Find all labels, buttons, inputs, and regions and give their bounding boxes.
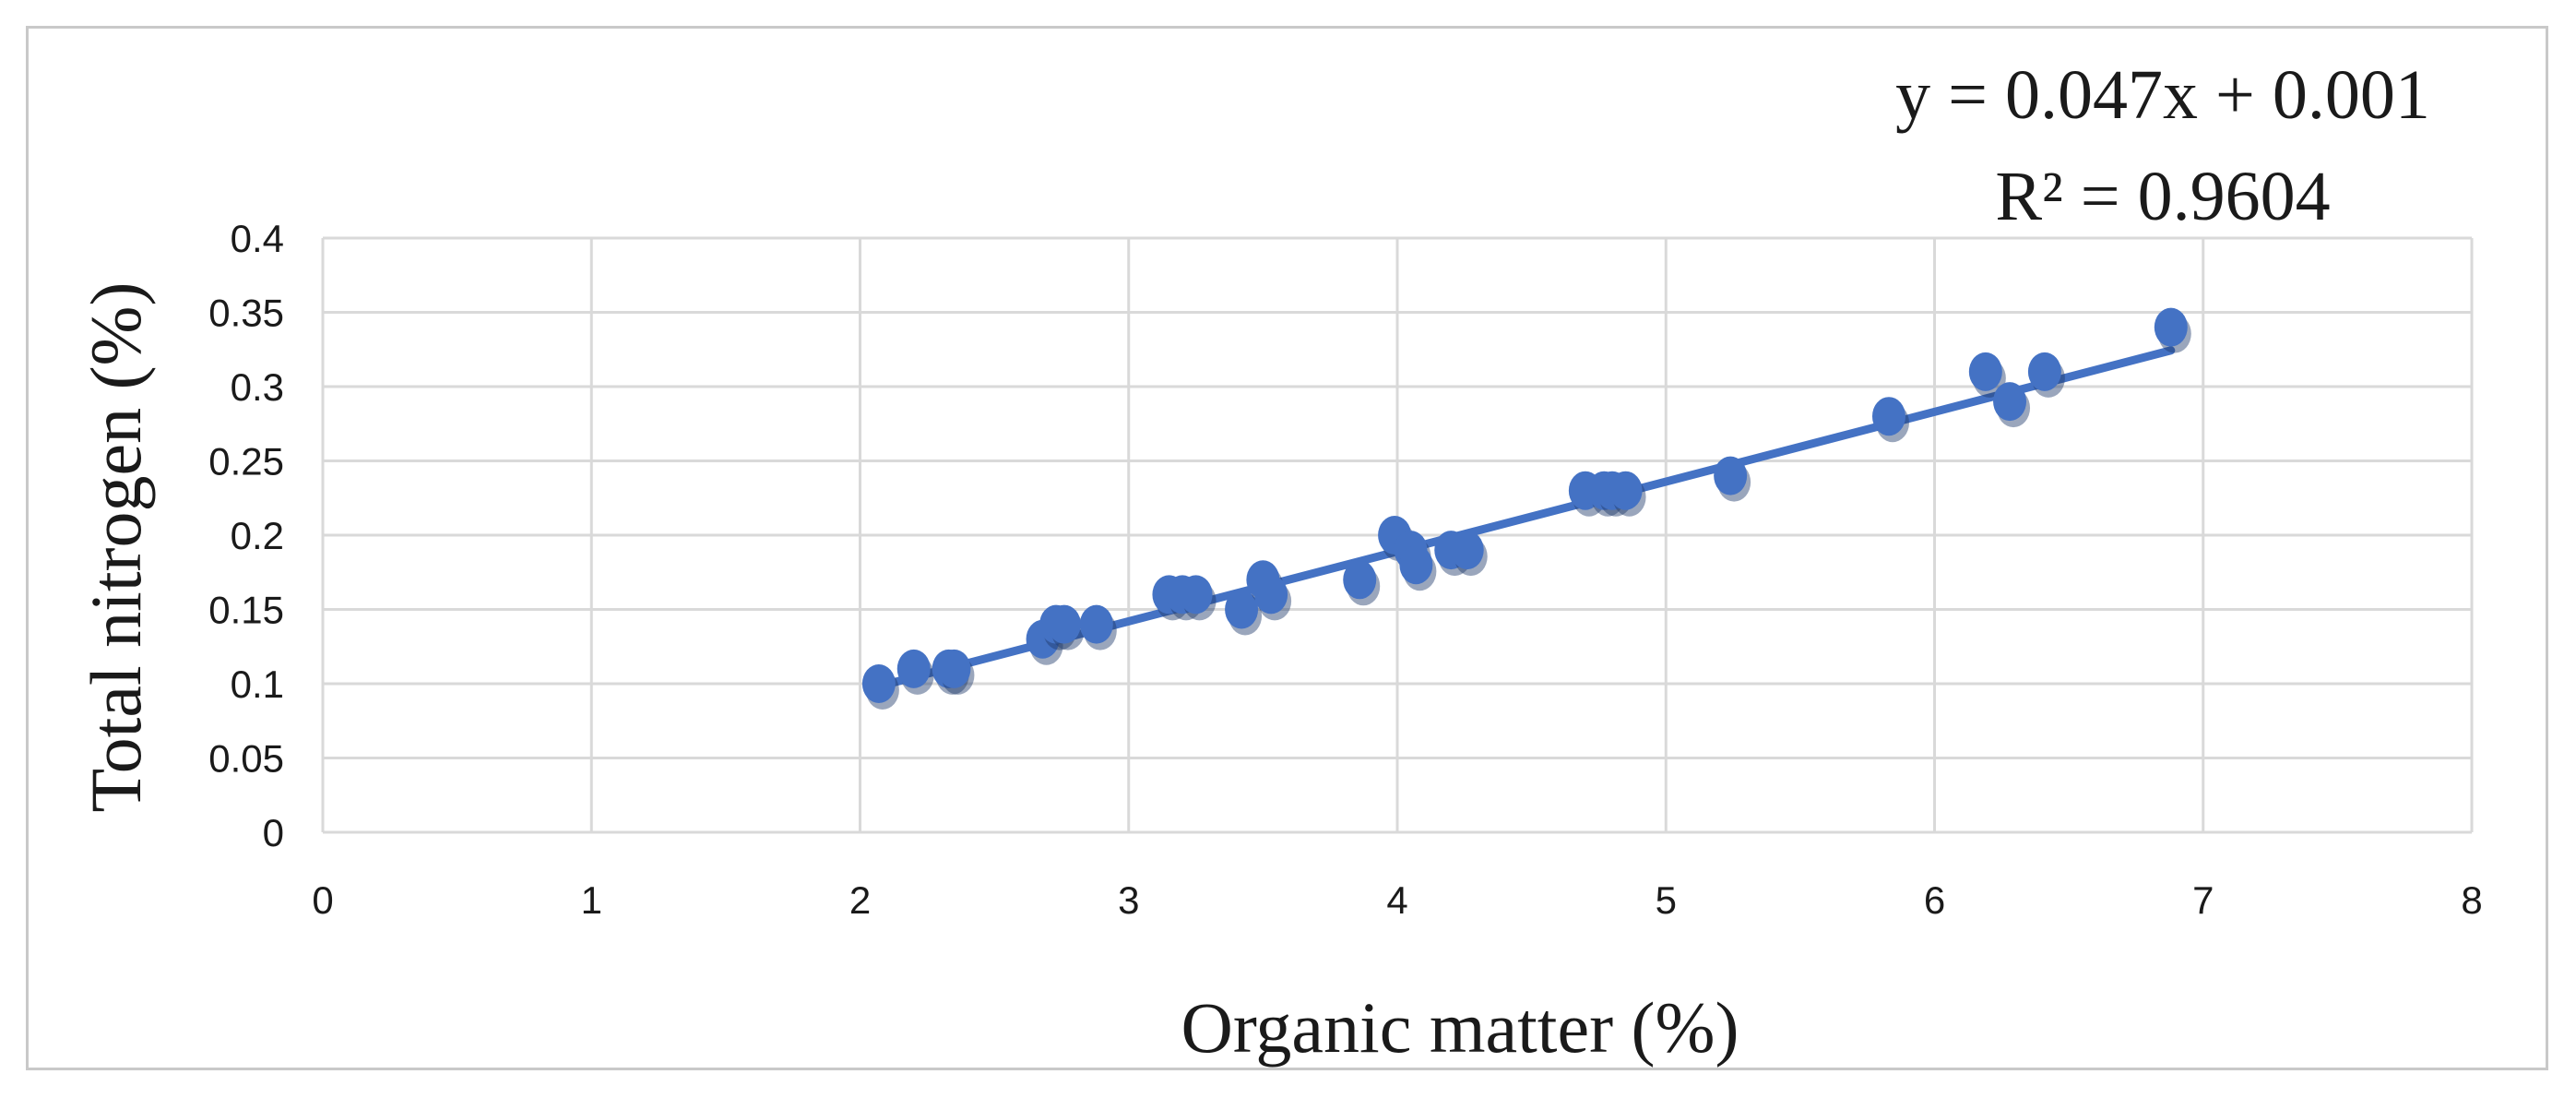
- data-point: [1179, 575, 1213, 615]
- data-point: [1079, 604, 1113, 644]
- data-point: [937, 649, 971, 688]
- trendline-equation: y = 0.047x + 0.001: [1895, 56, 2430, 134]
- r-squared-label: R² = 0.9604: [1995, 158, 2330, 235]
- data-point: [1399, 545, 1433, 585]
- data-point: [896, 649, 931, 688]
- data-point: [1254, 575, 1288, 615]
- y-tick-label: 0.15: [208, 589, 284, 632]
- data-point: [1993, 382, 2027, 422]
- y-axis-title: Total nitrogen (%): [76, 281, 156, 812]
- data-point: [2154, 307, 2188, 347]
- data-point: [861, 664, 896, 703]
- y-tick-label: 0.1: [231, 662, 284, 706]
- x-tick-label: 0: [312, 878, 333, 922]
- y-axis-tick-labels: 0 0.05 0.1 0.15 0.2 0.25 0.3 0.35 0.4: [208, 217, 284, 854]
- x-tick-label: 5: [1656, 878, 1677, 922]
- data-point: [1714, 456, 1748, 495]
- chart-frame: [26, 26, 2548, 1070]
- data-point: [1609, 471, 1643, 510]
- y-tick-label: 0.2: [231, 514, 284, 557]
- x-tick-label: 2: [849, 878, 871, 922]
- data-point: [1968, 352, 2002, 391]
- data-point: [1450, 531, 1484, 570]
- y-tick-label: 0.4: [231, 217, 284, 260]
- data-point: [1047, 604, 1081, 644]
- y-tick-label: 0.35: [208, 292, 284, 335]
- x-tick-label: 6: [1924, 878, 1945, 922]
- x-tick-label: 7: [2192, 878, 2214, 922]
- x-axis-tick-labels: 0 1 2 3 4 5 6 7 8: [312, 878, 2482, 922]
- x-tick-label: 4: [1386, 878, 1407, 922]
- x-tick-label: 8: [2461, 878, 2482, 922]
- data-point: [2027, 352, 2061, 391]
- data-point: [1871, 397, 1905, 436]
- y-tick-label: 0: [263, 811, 284, 854]
- data-points: [861, 307, 2191, 710]
- data-point: [1225, 590, 1259, 629]
- y-tick-label: 0.25: [208, 440, 284, 483]
- x-tick-label: 1: [581, 878, 602, 922]
- y-tick-label: 0.3: [231, 365, 284, 409]
- y-tick-label: 0.05: [208, 737, 284, 781]
- gridlines: [321, 236, 2474, 834]
- data-point: [1343, 560, 1377, 600]
- x-axis-title: Organic matter (%): [1181, 987, 1739, 1068]
- x-tick-label: 3: [1118, 878, 1139, 922]
